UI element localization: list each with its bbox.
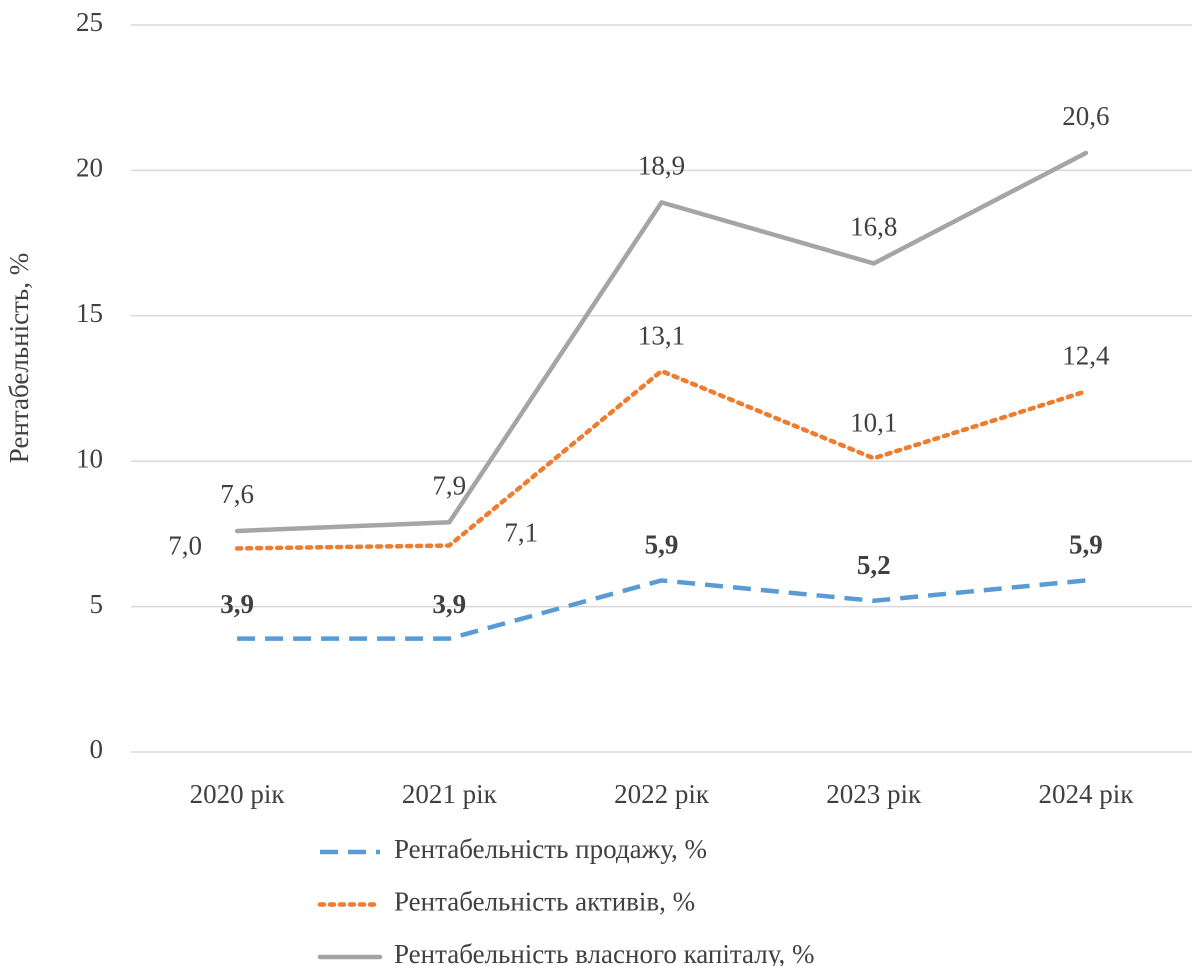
data-label: 5,9 (645, 530, 679, 560)
data-label: 7,0 (168, 531, 202, 561)
data-label: 7,1 (504, 518, 538, 548)
data-label: 16,8 (850, 212, 897, 242)
y-tick-label: 0 (90, 734, 104, 764)
data-label: 3,9 (220, 589, 254, 619)
data-line (237, 578, 1087, 641)
data-label: 5,9 (1069, 530, 1103, 560)
data-label: 18,9 (638, 151, 685, 181)
y-tick-label: 25 (76, 7, 103, 37)
x-tick-label: 2023 рік (826, 779, 922, 809)
x-tick-label: 2024 рік (1038, 779, 1134, 809)
x-tick-label: 2021 рік (402, 779, 498, 809)
data-label: 13,1 (638, 320, 685, 350)
data-label: 3,9 (432, 589, 466, 619)
legend-label: Рентабельність продажу, % (394, 834, 707, 864)
data-line (234, 368, 1089, 551)
legend-label: Рентабельність власного капіталу, % (394, 939, 815, 966)
data-line (234, 150, 1089, 534)
legend-label: Рентабельність активів, % (394, 887, 695, 917)
data-label: 10,1 (850, 407, 897, 437)
data-label: 7,9 (432, 470, 466, 500)
y-tick-label: 20 (76, 153, 103, 183)
data-label: 5,2 (857, 550, 891, 580)
y-tick-label: 15 (76, 298, 103, 328)
y-tick-label: 5 (90, 589, 104, 619)
x-tick-label: 2020 рік (190, 779, 286, 809)
y-axis-label: Рентабельність, % (4, 253, 34, 463)
x-tick-label: 2022 рік (614, 779, 710, 809)
data-label: 20,6 (1062, 101, 1109, 131)
data-label: 7,6 (220, 479, 254, 509)
data-label: 12,4 (1062, 341, 1110, 371)
y-tick-label: 10 (76, 443, 103, 473)
